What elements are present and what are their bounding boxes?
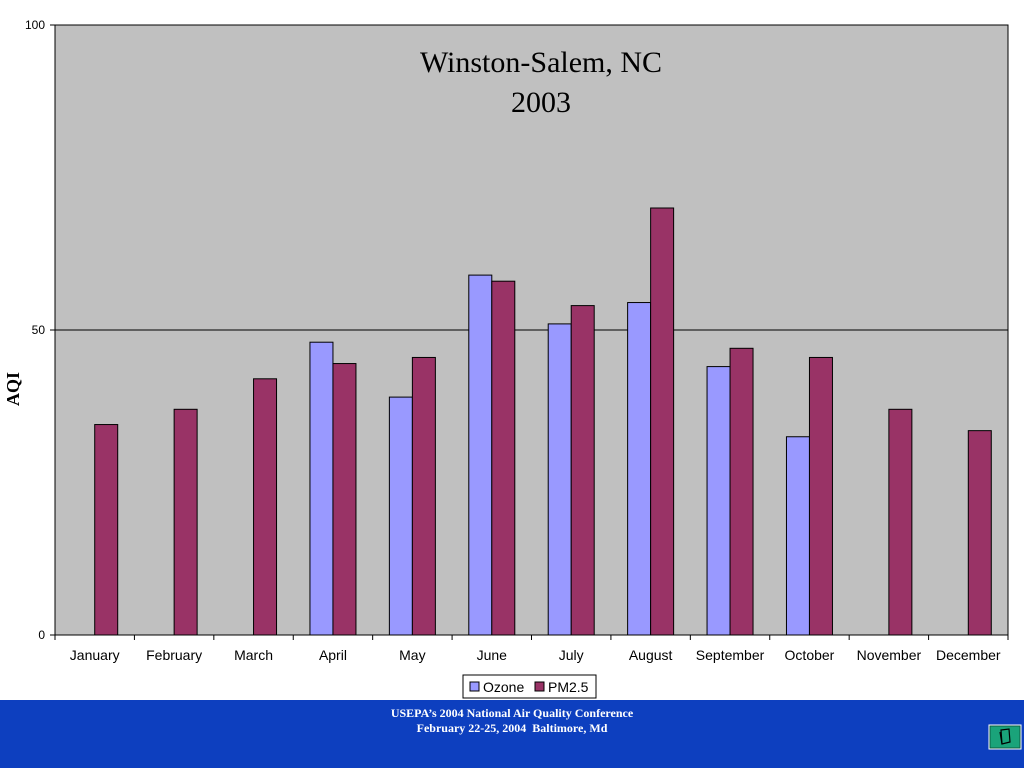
footer-text: USEPA’s 2004 National Air Quality Confer…	[0, 706, 1024, 736]
pm25-bar	[173, 408, 198, 636]
y-axis-label: AQI	[3, 372, 23, 406]
pm25-bar	[94, 424, 119, 636]
x-tick-label: May	[399, 647, 425, 663]
footer-banner: USEPA’s 2004 National Air Quality Confer…	[0, 700, 1024, 768]
pm25-bar	[650, 207, 675, 636]
x-tick-label: December	[936, 647, 1001, 663]
ozone-bar	[785, 436, 810, 636]
x-tick-label: August	[629, 647, 673, 663]
chart-title-line-1: Winston-Salem, NC	[420, 46, 662, 79]
x-tick-label: June	[477, 647, 508, 663]
x-tick-label: October	[785, 647, 835, 663]
y-tick-label: 50	[32, 323, 46, 337]
pm25-bar	[411, 356, 436, 636]
x-tick-label: November	[857, 647, 922, 663]
chart: 0 50 100 January February March April May June J…	[3, 18, 1009, 699]
ozone-bar	[627, 302, 652, 636]
pm25-bar	[491, 280, 516, 636]
pm25-bar	[967, 430, 992, 636]
ozone-bar	[547, 323, 572, 636]
x-tick-label: April	[319, 647, 347, 663]
document-icon[interactable]	[988, 724, 1022, 750]
x-tick-label: March	[234, 647, 273, 663]
chart-title-line-2: 2003	[511, 86, 571, 119]
pm25-bar	[253, 378, 278, 636]
legend-swatch-ozone	[469, 681, 480, 692]
ozone-bar	[388, 396, 413, 636]
legend-label-ozone: Ozone	[483, 679, 524, 695]
x-tick-label: January	[70, 647, 120, 663]
legend: Ozone PM2.5	[462, 674, 597, 699]
legend-swatch-pm25	[534, 681, 545, 692]
pm25-bar	[888, 408, 913, 636]
legend-label-pm25: PM2.5	[548, 679, 589, 695]
footer-line-1: USEPA’s 2004 National Air Quality Confer…	[390, 706, 634, 720]
x-tick-label: July	[559, 647, 584, 663]
pm25-bar	[332, 363, 357, 636]
x-tick-label: September	[696, 647, 765, 663]
pm25-bar	[729, 347, 754, 636]
y-tick-label: 0	[38, 628, 45, 642]
pm25-bar	[808, 356, 833, 636]
footer-line-2: February 22-25, 2004 Baltimore, Md	[416, 721, 608, 735]
y-tick-label: 100	[25, 18, 45, 32]
pm25-bar	[570, 305, 595, 636]
ozone-bar	[706, 366, 731, 636]
legend-box	[462, 674, 597, 699]
ozone-bar	[468, 274, 493, 636]
x-tick-label: February	[146, 647, 202, 663]
ozone-bar	[309, 341, 334, 636]
